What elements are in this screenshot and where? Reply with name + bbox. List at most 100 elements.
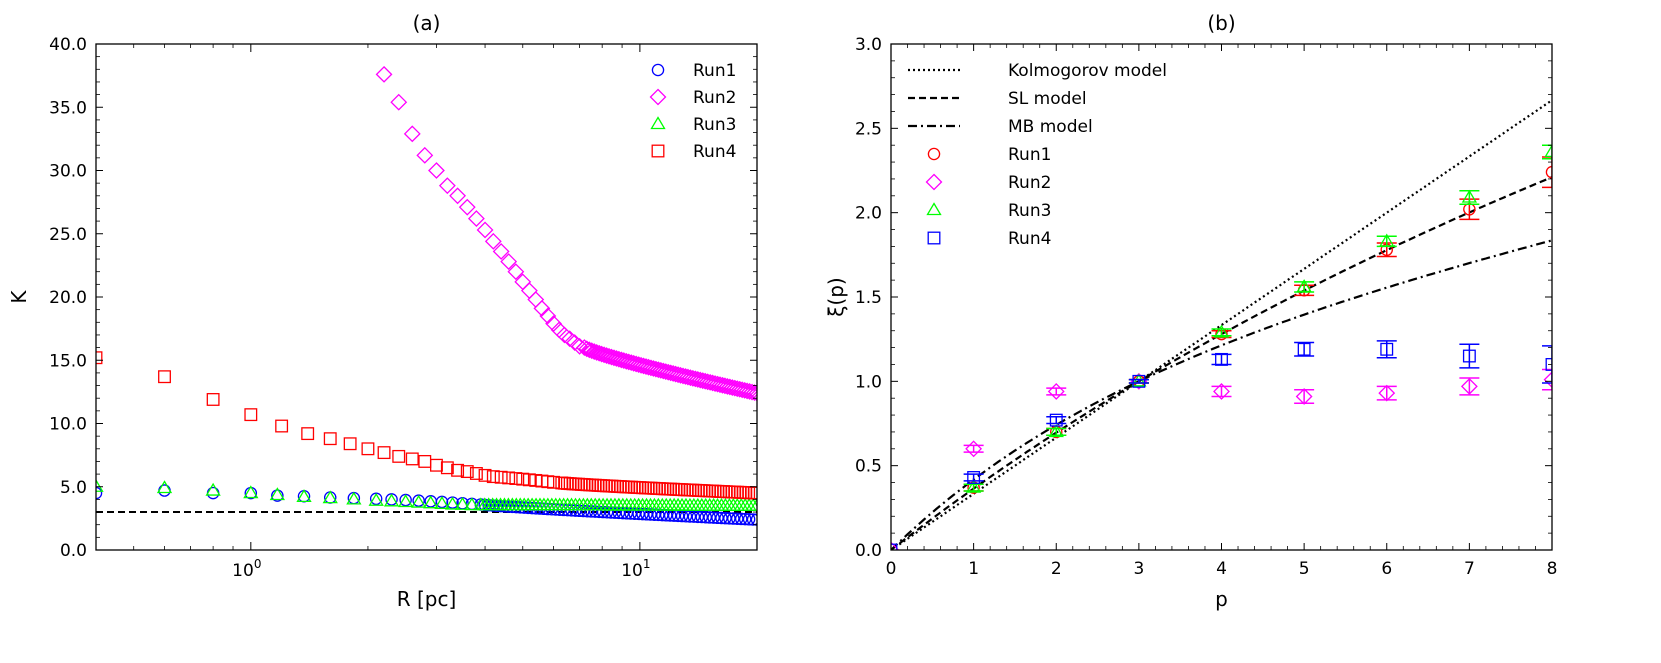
x-tick-label: 8 [1547, 559, 1558, 579]
x-axis-label: p [1215, 587, 1228, 611]
data-point [533, 299, 551, 317]
data-point [377, 446, 391, 460]
legend-label: Run2 [693, 88, 736, 108]
data-point [699, 510, 712, 524]
data-point [736, 381, 754, 399]
data-point [444, 496, 461, 510]
data-point [644, 508, 657, 521]
data-point [158, 370, 171, 384]
data-point [423, 495, 439, 509]
y-tick-label: 30.0 [49, 162, 87, 182]
data-point [347, 491, 361, 505]
model-curve [891, 99, 1552, 550]
x-tick-label: 6 [1381, 559, 1392, 579]
data-point [478, 468, 492, 482]
data-point [738, 382, 756, 400]
data-point [405, 452, 419, 466]
x-tick-label: 0 [886, 559, 897, 579]
data-point [711, 511, 724, 525]
data-point [158, 484, 171, 497]
data-point [1213, 383, 1230, 400]
legend-label: SL model [1008, 89, 1087, 109]
data-point [719, 511, 732, 525]
y-tick-label: 35.0 [49, 98, 87, 118]
data-point [1132, 374, 1146, 388]
legend-marker [650, 116, 666, 130]
data-point [527, 291, 545, 308]
data-point [1297, 342, 1311, 356]
data-point [428, 162, 445, 179]
data-point [451, 463, 465, 477]
y-tick-label: 40.0 [49, 35, 87, 55]
x-tick-label: 2 [1051, 559, 1062, 579]
data-point [507, 263, 525, 281]
legend-marker [927, 147, 941, 161]
x-tick-label: 100 [232, 557, 261, 581]
data-point [733, 381, 751, 399]
data-point [1213, 324, 1230, 338]
data-point [1544, 144, 1552, 158]
series-run2 [375, 65, 757, 402]
data-point [454, 496, 471, 510]
data-point [440, 461, 454, 475]
data-point [741, 383, 757, 400]
data-point [390, 93, 408, 111]
data-point [460, 465, 474, 479]
data-point [683, 510, 697, 523]
panel-b: 0.0 0.5 1.0 1.5 2.0 2.5 3.0 0 1 2 3 4 5 6 7 8 (b) p ξ(p) Ko… [824, 11, 1558, 611]
data-point [1380, 342, 1394, 356]
series-run4 [96, 351, 757, 500]
data-point [206, 486, 220, 500]
data-point [691, 510, 705, 524]
data-point [749, 497, 757, 511]
data-point [748, 384, 757, 402]
data-point [1049, 413, 1063, 427]
data-point [343, 437, 357, 451]
y-tick-label: 0.0 [60, 541, 87, 561]
x-tick-label: 1 [968, 559, 979, 579]
legend-label: Run3 [693, 115, 736, 135]
legend-marker [651, 63, 665, 77]
data-point [628, 507, 641, 520]
legend-marker [649, 88, 667, 106]
data-point [750, 513, 757, 526]
data-point [965, 440, 983, 458]
data-point [727, 512, 740, 525]
data-point [205, 482, 221, 496]
data-point [430, 458, 443, 472]
series-run2 [963, 368, 1552, 458]
data-point [486, 470, 500, 484]
data-point [301, 427, 315, 441]
data-point [1296, 279, 1312, 293]
data-point [1215, 352, 1228, 366]
data-point [411, 494, 427, 508]
data-point [1378, 384, 1396, 402]
data-point [967, 471, 981, 484]
data-point [96, 351, 103, 365]
y-tick-label: 20.0 [49, 288, 87, 308]
x-tick-base: 10 [232, 561, 254, 581]
x-tick-label: 4 [1216, 559, 1227, 579]
data-point [438, 177, 456, 195]
legend-label: Run2 [1008, 173, 1051, 193]
y-tick-label: 2.0 [855, 204, 882, 224]
plot-frame [95, 43, 758, 551]
legend-marker [926, 202, 942, 216]
x-tick-label: 5 [1299, 559, 1310, 579]
data-point [506, 500, 519, 514]
data-point [476, 221, 494, 239]
model-curve [891, 176, 1552, 550]
data-point [434, 496, 450, 509]
data-point [632, 507, 645, 521]
y-tick-label: 15.0 [49, 351, 87, 371]
data-point [296, 489, 312, 503]
legend: Kolmogorov model SL model MB model Run1 Run2… [908, 61, 1167, 249]
data-point [742, 513, 756, 526]
data-point [416, 146, 434, 164]
data-point [398, 494, 414, 508]
y-tick-label: 10.0 [49, 415, 87, 435]
y-tick-label: 0.5 [855, 457, 882, 477]
data-point [509, 472, 523, 485]
legend-marker [925, 173, 943, 191]
